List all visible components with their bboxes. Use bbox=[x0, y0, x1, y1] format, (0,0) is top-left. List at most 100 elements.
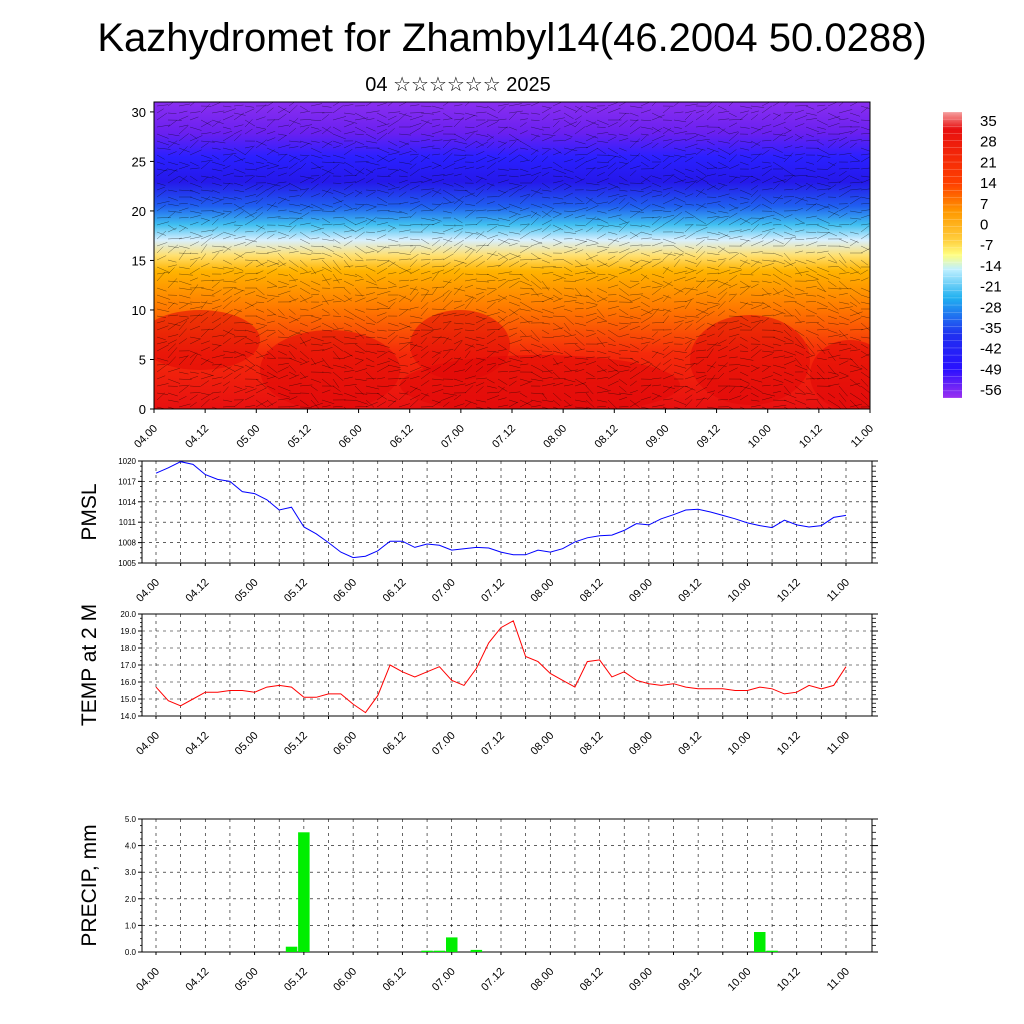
wind-arrow bbox=[200, 301, 213, 305]
wind-arrow bbox=[530, 392, 545, 395]
wind-arrow bbox=[783, 188, 794, 191]
wind-arrow bbox=[640, 134, 648, 142]
wind-arrow bbox=[497, 179, 509, 184]
wind-arrow bbox=[519, 392, 528, 398]
x-tick-label: 04.00 bbox=[132, 423, 160, 451]
wind-arrow bbox=[266, 131, 276, 135]
wind-arrow bbox=[409, 385, 422, 391]
wind-arrow bbox=[211, 305, 222, 310]
wind-arrow bbox=[398, 216, 411, 219]
wind-arrow bbox=[629, 231, 639, 237]
wind-arrow bbox=[442, 385, 454, 387]
wind-arrow bbox=[156, 104, 169, 107]
wind-arrow bbox=[750, 280, 760, 283]
wind-arrow bbox=[453, 231, 463, 240]
wind-arrow bbox=[211, 119, 224, 124]
wind-arrow bbox=[772, 224, 782, 226]
wind-arrow bbox=[640, 126, 653, 130]
wind-arrow bbox=[156, 375, 166, 380]
wind-arrow bbox=[805, 126, 820, 133]
wind-arrow bbox=[299, 315, 314, 317]
wind-arrow bbox=[464, 350, 471, 359]
wind-arrow bbox=[585, 350, 595, 353]
wind-arrow bbox=[486, 385, 497, 389]
wind-arrow bbox=[794, 308, 801, 316]
wind-arrow bbox=[200, 392, 210, 396]
wind-arrow bbox=[640, 231, 653, 236]
wind-arrow bbox=[321, 175, 331, 184]
wind-arrow bbox=[706, 406, 718, 409]
wind-arrow bbox=[552, 228, 562, 233]
wind-arrow bbox=[849, 349, 861, 352]
wind-arrow bbox=[651, 404, 665, 408]
wind-arrow bbox=[552, 147, 562, 154]
wind-arrow bbox=[420, 119, 433, 125]
wind-arrow bbox=[816, 203, 831, 209]
wind-arrow bbox=[772, 231, 784, 238]
wind-arrow bbox=[486, 350, 496, 359]
wind-arrow bbox=[475, 377, 488, 380]
wind-arrow bbox=[409, 399, 419, 408]
wind-arrow bbox=[706, 173, 716, 177]
wind-arrow bbox=[728, 188, 739, 191]
wind-arrow bbox=[200, 392, 213, 401]
wind-arrow bbox=[442, 337, 449, 345]
wind-arrow bbox=[618, 120, 628, 128]
wind-arrow bbox=[420, 217, 435, 221]
wind-arrow bbox=[299, 280, 311, 287]
wind-arrow bbox=[310, 280, 321, 286]
wind-arrow bbox=[376, 377, 386, 380]
wind-arrow bbox=[684, 320, 694, 324]
wind-arrow bbox=[321, 266, 333, 273]
wind-arrow bbox=[673, 320, 684, 324]
wind-arrow bbox=[706, 294, 717, 299]
wind-arrow bbox=[310, 360, 324, 366]
wind-arrow bbox=[475, 177, 483, 184]
wind-arrow bbox=[662, 294, 672, 299]
wind-arrow bbox=[453, 217, 463, 224]
x-tick-label: 07.00 bbox=[439, 423, 467, 451]
wind-arrow bbox=[838, 306, 853, 310]
wind-arrow bbox=[409, 147, 417, 153]
wind-arrow bbox=[519, 154, 529, 161]
x-tick-label: 04.00 bbox=[134, 730, 162, 758]
wind-arrow bbox=[640, 175, 652, 184]
wind-arrow bbox=[387, 369, 402, 373]
wind-arrow bbox=[684, 103, 699, 107]
wind-arrow bbox=[420, 224, 435, 226]
wind-arrow bbox=[332, 322, 339, 330]
wind-arrow bbox=[486, 121, 499, 128]
wind-arrow bbox=[805, 139, 820, 142]
wind-arrow bbox=[189, 133, 198, 140]
wind-arrow bbox=[442, 147, 455, 156]
wind-arrow bbox=[475, 175, 487, 180]
wind-arrow bbox=[299, 245, 313, 252]
wind-arrow bbox=[607, 231, 618, 235]
wind-arrow bbox=[552, 120, 560, 128]
wind-arrow bbox=[365, 140, 378, 144]
wind-arrow bbox=[629, 126, 641, 135]
wind-arrow bbox=[541, 392, 547, 400]
wind-arrow bbox=[365, 161, 380, 166]
wind-arrow bbox=[541, 189, 552, 192]
wind-arrow bbox=[277, 350, 288, 356]
wind-arrow bbox=[222, 182, 234, 185]
wind-arrow bbox=[167, 343, 176, 352]
wind-arrow bbox=[475, 140, 484, 147]
wind-arrow bbox=[354, 273, 363, 278]
wind-arrow bbox=[167, 168, 178, 172]
wind-arrow bbox=[728, 175, 741, 179]
wind-arrow bbox=[860, 175, 870, 178]
wind-arrow bbox=[695, 314, 707, 324]
wind-arrow bbox=[651, 260, 664, 268]
wind-arrow bbox=[288, 331, 301, 338]
wind-arrow bbox=[387, 128, 395, 135]
wind-arrow bbox=[541, 133, 556, 136]
wind-arrow bbox=[618, 269, 631, 275]
wind-arrow bbox=[607, 154, 621, 158]
wind-arrow bbox=[431, 239, 441, 247]
wind-arrow bbox=[816, 273, 829, 280]
wind-arrow bbox=[530, 308, 543, 313]
wind-arrow bbox=[838, 109, 853, 114]
wind-arrow bbox=[629, 399, 640, 408]
